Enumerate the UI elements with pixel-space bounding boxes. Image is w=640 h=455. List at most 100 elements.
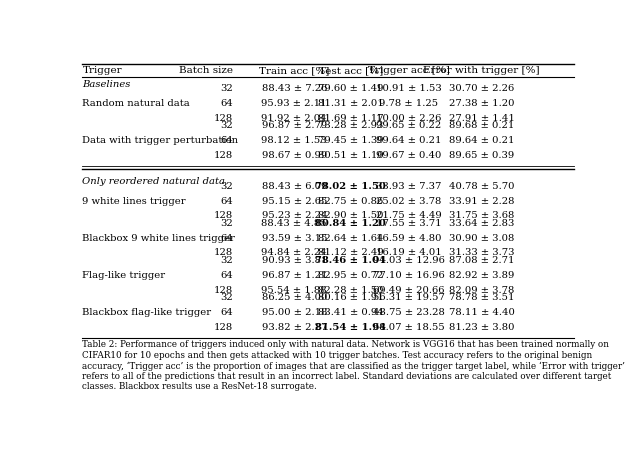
Text: 96.87 ± 2.79: 96.87 ± 2.79	[262, 121, 327, 130]
Text: 80.16 ± 1.91: 80.16 ± 1.91	[318, 293, 383, 302]
Text: Trigger: Trigger	[83, 66, 122, 75]
Text: 21.75 ± 4.49: 21.75 ± 4.49	[376, 211, 442, 220]
Text: 87.08 ± 2.71: 87.08 ± 2.71	[449, 256, 515, 265]
Text: 9 white lines trigger: 9 white lines trigger	[83, 197, 186, 206]
Text: 95.15 ± 2.65: 95.15 ± 2.65	[262, 197, 327, 206]
Text: 64: 64	[220, 234, 233, 243]
Text: 73.28 ± 2.93: 73.28 ± 2.93	[318, 121, 383, 130]
Text: Baselines: Baselines	[83, 80, 131, 89]
Text: 95.23 ± 2.24: 95.23 ± 2.24	[262, 211, 327, 220]
Text: 89.65 ± 0.39: 89.65 ± 0.39	[449, 151, 515, 160]
Text: Batch size: Batch size	[179, 66, 233, 75]
Text: 78.46 ± 1.04: 78.46 ± 1.04	[316, 256, 387, 265]
Text: 68.07 ± 18.55: 68.07 ± 18.55	[373, 323, 445, 332]
Text: 81.69 ± 1.17: 81.69 ± 1.17	[318, 113, 383, 122]
Text: 82.90 ± 1.50: 82.90 ± 1.50	[318, 211, 383, 220]
Text: 88.43 ± 6.09: 88.43 ± 6.09	[262, 182, 327, 191]
Text: 32: 32	[220, 256, 233, 265]
Text: 27.91 ± 1.41: 27.91 ± 1.41	[449, 113, 515, 122]
Text: Blackbox flag-like trigger: Blackbox flag-like trigger	[83, 308, 212, 317]
Text: Data with trigger perturbation: Data with trigger perturbation	[83, 136, 239, 145]
Text: 32: 32	[220, 84, 233, 93]
Text: 9.78 ± 1.25: 9.78 ± 1.25	[380, 99, 438, 108]
Text: 94.84 ± 2.24: 94.84 ± 2.24	[261, 248, 327, 258]
Text: 99.65 ± 0.22: 99.65 ± 0.22	[376, 121, 442, 130]
Text: 27.38 ± 1.20: 27.38 ± 1.20	[449, 99, 515, 108]
Text: 95.54 ± 1.88: 95.54 ± 1.88	[262, 286, 327, 294]
Text: 64: 64	[220, 271, 233, 280]
Text: 80.84 ± 1.20: 80.84 ± 1.20	[316, 219, 387, 228]
Text: 79.60 ± 1.49: 79.60 ± 1.49	[318, 84, 383, 93]
Text: 78.02 ± 1.50: 78.02 ± 1.50	[316, 182, 387, 191]
Text: 64: 64	[220, 197, 233, 206]
Text: 78.11 ± 4.40: 78.11 ± 4.40	[449, 308, 515, 317]
Text: 77.10 ± 16.96: 77.10 ± 16.96	[373, 271, 445, 280]
Text: 32: 32	[220, 121, 233, 130]
Text: Only reordered natural data: Only reordered natural data	[83, 177, 225, 186]
Text: 81.54 ± 1.94: 81.54 ± 1.94	[316, 323, 387, 332]
Text: 128: 128	[214, 323, 233, 332]
Text: 95.00 ± 2.18: 95.00 ± 2.18	[262, 308, 327, 317]
Text: 16.19 ± 4.01: 16.19 ± 4.01	[376, 248, 442, 258]
Text: 91.92 ± 2.04: 91.92 ± 2.04	[262, 113, 327, 122]
Text: 32: 32	[220, 182, 233, 191]
Text: 64: 64	[220, 99, 233, 108]
Text: 10.00 ± 2.26: 10.00 ± 2.26	[376, 113, 442, 122]
Text: 48.75 ± 23.28: 48.75 ± 23.28	[373, 308, 445, 317]
Text: 81.23 ± 3.80: 81.23 ± 3.80	[449, 323, 515, 332]
Text: 83.41 ± 0.94: 83.41 ± 0.94	[318, 308, 384, 317]
Text: 81.31 ± 2.01: 81.31 ± 2.01	[318, 99, 384, 108]
Text: Blackbox 9 white lines trigger: Blackbox 9 white lines trigger	[83, 234, 236, 243]
Text: 89.64 ± 0.21: 89.64 ± 0.21	[449, 136, 515, 145]
Text: 88.43 ± 7.26: 88.43 ± 7.26	[262, 84, 327, 93]
Text: Error with trigger [%]: Error with trigger [%]	[424, 66, 540, 75]
Text: 95.93 ± 2.11: 95.93 ± 2.11	[262, 99, 327, 108]
Text: 93.59 ± 3.15: 93.59 ± 3.15	[262, 234, 327, 243]
Text: 31.33 ± 3.73: 31.33 ± 3.73	[449, 248, 515, 258]
Text: 82.95 ± 0.72: 82.95 ± 0.72	[318, 271, 383, 280]
Text: 25.02 ± 3.78: 25.02 ± 3.78	[376, 197, 442, 206]
Text: 31.75 ± 3.68: 31.75 ± 3.68	[449, 211, 515, 220]
Text: 91.03 ± 12.96: 91.03 ± 12.96	[373, 256, 445, 265]
Text: 90.93 ± 3.81: 90.93 ± 3.81	[262, 256, 327, 265]
Text: 98.12 ± 1.53: 98.12 ± 1.53	[262, 136, 327, 145]
Text: Table 2: Performance of triggers induced only with natural data. Network is VGG1: Table 2: Performance of triggers induced…	[83, 340, 625, 391]
Text: Flag-like trigger: Flag-like trigger	[83, 271, 166, 280]
Text: 33.64 ± 2.83: 33.64 ± 2.83	[449, 219, 515, 228]
Text: 10.91 ± 1.53: 10.91 ± 1.53	[376, 84, 442, 93]
Text: 128: 128	[214, 151, 233, 160]
Text: 99.67 ± 0.40: 99.67 ± 0.40	[376, 151, 442, 160]
Text: 78.78 ± 3.51: 78.78 ± 3.51	[449, 293, 515, 302]
Text: 82.09 ± 3.78: 82.09 ± 3.78	[449, 286, 515, 294]
Text: Test acc [%]: Test acc [%]	[319, 66, 383, 75]
Text: 56.31 ± 19.57: 56.31 ± 19.57	[373, 293, 445, 302]
Text: 40.78 ± 5.70: 40.78 ± 5.70	[449, 182, 515, 191]
Text: 82.28 ± 1.50: 82.28 ± 1.50	[318, 286, 383, 294]
Text: 89.68 ± 0.21: 89.68 ± 0.21	[449, 121, 515, 130]
Text: Random natural data: Random natural data	[83, 99, 190, 108]
Text: 30.70 ± 2.26: 30.70 ± 2.26	[449, 84, 515, 93]
Text: 16.59 ± 4.80: 16.59 ± 4.80	[376, 234, 442, 243]
Text: 33.91 ± 2.28: 33.91 ± 2.28	[449, 197, 515, 206]
Text: 69.49 ± 20.66: 69.49 ± 20.66	[373, 286, 445, 294]
Text: 82.92 ± 3.89: 82.92 ± 3.89	[449, 271, 515, 280]
Text: 17.55 ± 3.71: 17.55 ± 3.71	[376, 219, 442, 228]
Text: 88.43 ± 4.85: 88.43 ± 4.85	[262, 219, 327, 228]
Text: 86.25 ± 4.00: 86.25 ± 4.00	[262, 293, 327, 302]
Text: 32: 32	[220, 219, 233, 228]
Text: 33.93 ± 7.37: 33.93 ± 7.37	[376, 182, 442, 191]
Text: 93.82 ± 2.27: 93.82 ± 2.27	[262, 323, 327, 332]
Text: 98.67 ± 0.99: 98.67 ± 0.99	[262, 151, 327, 160]
Text: 30.90 ± 3.08: 30.90 ± 3.08	[449, 234, 515, 243]
Text: 64: 64	[220, 308, 233, 317]
Text: 32: 32	[220, 293, 233, 302]
Text: 99.64 ± 0.21: 99.64 ± 0.21	[376, 136, 442, 145]
Text: Train acc [%]: Train acc [%]	[259, 66, 330, 75]
Text: 128: 128	[214, 211, 233, 220]
Text: 79.45 ± 1.39: 79.45 ± 1.39	[318, 136, 383, 145]
Text: 128: 128	[214, 248, 233, 258]
Text: 64: 64	[220, 136, 233, 145]
Text: 82.75 ± 0.86: 82.75 ± 0.86	[318, 197, 383, 206]
Text: Trigger acc [%]: Trigger acc [%]	[368, 66, 450, 75]
Text: 96.87 ± 1.21: 96.87 ± 1.21	[262, 271, 327, 280]
